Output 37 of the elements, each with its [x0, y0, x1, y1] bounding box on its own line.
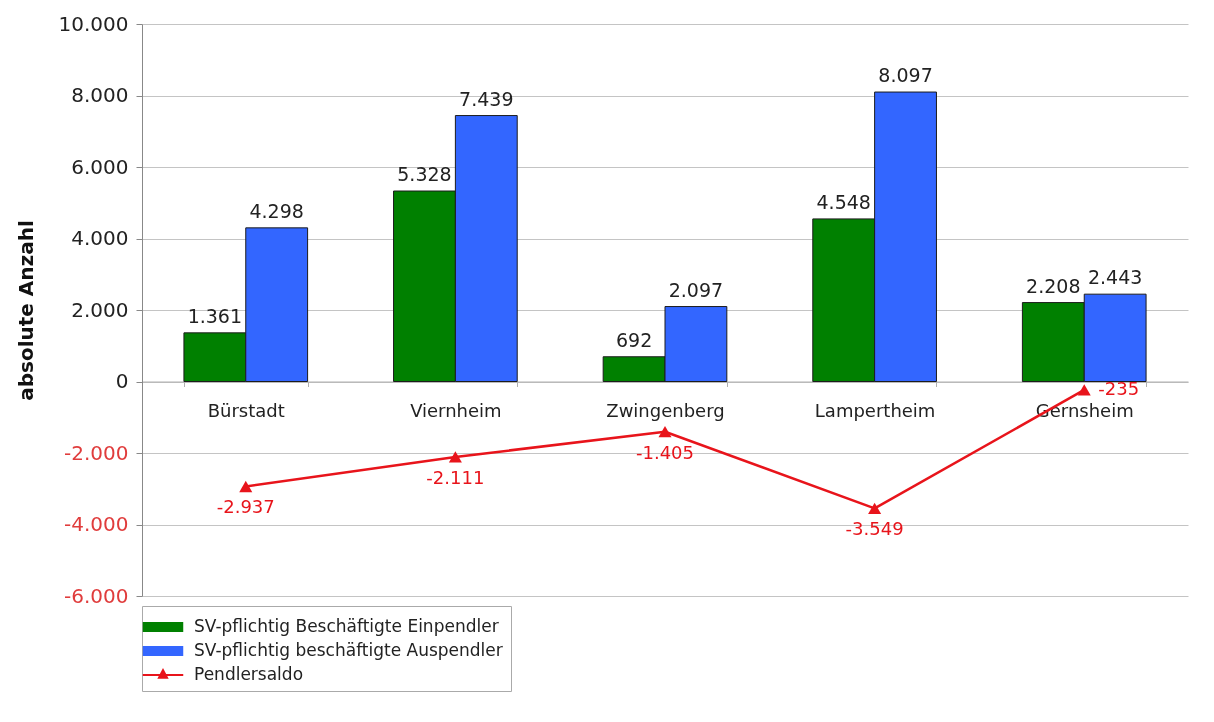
- data-label: 2.097: [668, 278, 724, 301]
- point: [658, 426, 672, 438]
- y-axis-title: absolute Anzahl: [13, 220, 38, 401]
- point: [868, 502, 882, 515]
- data-label: 2.208: [1026, 274, 1081, 297]
- x-tick-label: Lampertheim: [814, 400, 936, 421]
- data-label: -2.937: [216, 496, 275, 518]
- point: [1077, 384, 1091, 396]
- point: [448, 451, 462, 463]
- x-tick-label: Bürstadt: [207, 400, 285, 421]
- y-tick-label: 8.000: [71, 83, 129, 107]
- data-label: -3.549: [845, 518, 904, 540]
- data-label: 8.097: [878, 64, 933, 87]
- data-label: -2.111: [426, 466, 485, 488]
- x-tick-label: Viernheim: [410, 400, 502, 421]
- y-tick-label: 4.000: [71, 226, 129, 250]
- y-tick-label: -6.000: [64, 583, 129, 608]
- data-label: 7.439: [459, 87, 514, 110]
- data-label: 692: [615, 328, 653, 351]
- data-label: -1.405: [635, 441, 695, 463]
- legend-label: SV-pflichtig Beschäftigte Einpendler: [194, 616, 499, 636]
- y-tick-label: -4.000: [64, 512, 129, 536]
- legend-label: SV-pflichtig beschäftigte Auspendler: [194, 640, 503, 660]
- data-label: 1.361: [187, 304, 243, 327]
- y-tick-label: -2.000: [64, 440, 129, 465]
- y-tick-label: 2.000: [71, 297, 129, 322]
- data-label: -235: [1098, 377, 1140, 399]
- data-label: 4.298: [249, 199, 304, 222]
- y-tick-label: 10.000: [58, 11, 129, 36]
- y-tick-label: 6.000: [71, 154, 129, 179]
- data-label: 4.548: [816, 190, 871, 213]
- legend-label: Pendlersaldo: [194, 664, 304, 684]
- point: [239, 480, 253, 493]
- x-tick-label: Zwingenberg: [606, 400, 725, 421]
- y-tick-label: 0: [115, 369, 129, 393]
- data-label: 5.328: [397, 163, 452, 186]
- data-label: 2.443: [1087, 266, 1143, 289]
